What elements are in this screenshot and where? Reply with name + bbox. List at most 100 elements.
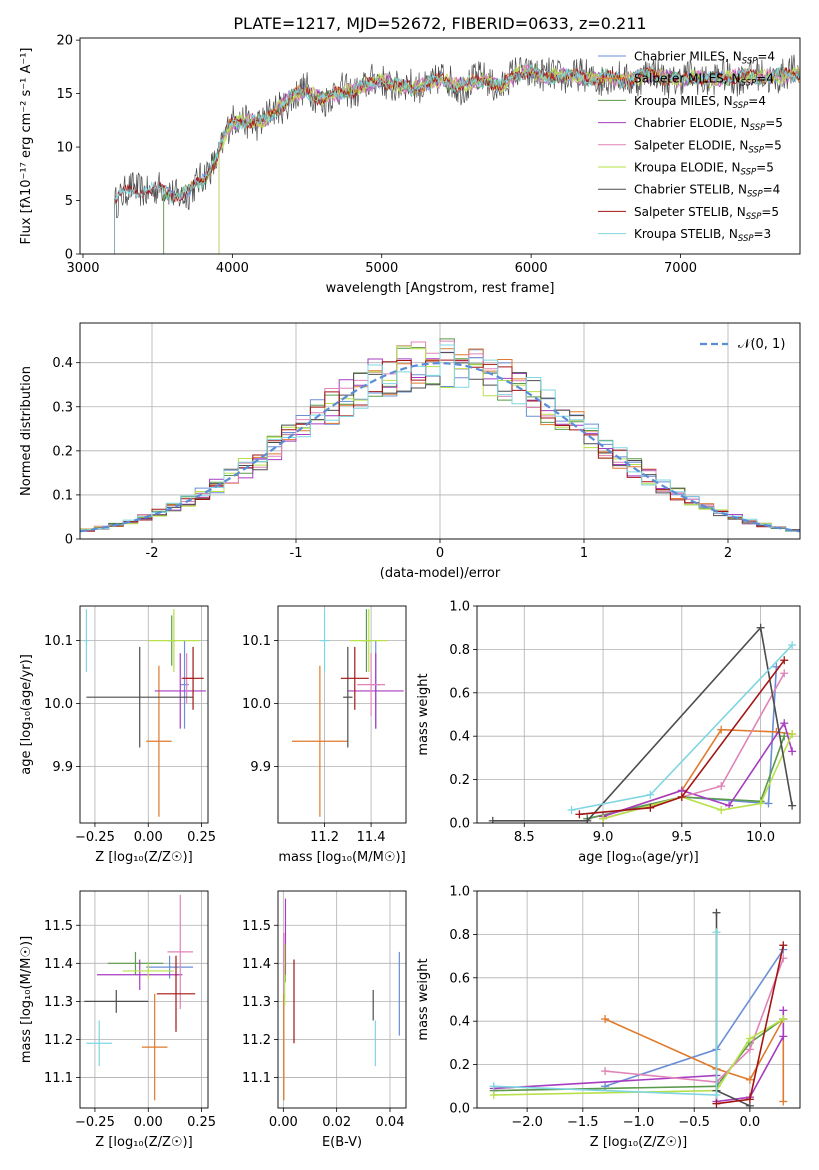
x-tick-label: 10.0: [746, 830, 775, 845]
x-axis-label: Z [log₁₀(Z/Z☉)]: [95, 850, 192, 865]
y-tick-label: 0.3: [52, 400, 73, 415]
legend-label: Chabrier MILES, NSSP=4: [634, 50, 775, 67]
weight-marker: [712, 1090, 721, 1099]
errorbar-point: [154, 653, 206, 729]
spectrum-line: [114, 63, 800, 254]
x-tick-label: 7000: [664, 261, 697, 276]
axes-frame: [476, 890, 801, 1109]
y-tick-label: 20: [56, 34, 73, 49]
y-tick-label: 11.3: [242, 995, 271, 1010]
y-tick-label: 9.9: [52, 760, 73, 775]
panel-residual-histogram: -2 -1 0 1 2 0 0.1 0.2 0.3 0.4 (data-model)/error No…: [19, 322, 801, 581]
weight-marker: [756, 799, 765, 808]
errorbar-point: [182, 646, 204, 710]
axes-frame: [79, 605, 209, 824]
x-tick-label: 8.5: [514, 830, 535, 845]
legend-label: Chabrier STELIB, NSSP=4: [634, 183, 780, 200]
weight-marker: [745, 1034, 754, 1043]
errorbar-point: [122, 963, 174, 979]
y-tick-label: 0: [65, 533, 73, 548]
panel-mass-weight-vs-Z: −2.0 −1.5 −1.0 −0.5 0.0 0.0 0.2 0.4 0.6 0.8 1.0 Z […: [416, 885, 801, 1150]
x-tick-label: 6000: [515, 261, 548, 276]
weight-marker: [712, 1099, 721, 1108]
histogram-legend: 𝒩(0, 1): [700, 337, 785, 352]
panel-age-vs-mass: 11.2 11.4 9.9 10.0 10.1 mass [log₁₀(M/M☉)]: [242, 605, 407, 865]
y-tick-label: 0.8: [449, 643, 470, 658]
plot-area: [291, 609, 404, 817]
errorbar-point: [84, 609, 89, 673]
weight-marker: [745, 1045, 754, 1054]
weight-marker: [567, 805, 576, 814]
y-tick-label: 9.9: [250, 760, 271, 775]
plot-area: [283, 898, 400, 1101]
y-axis-label: age [log₁₀(age/yr)]: [19, 654, 34, 775]
x-tick-label: 0.25: [187, 830, 216, 845]
y-tick-label: 0.2: [52, 444, 73, 459]
y-tick-label: 0.1: [52, 488, 73, 503]
errorbar-point: [167, 894, 194, 1010]
x-tick-label: 11.4: [357, 830, 386, 845]
errorbar-point: [347, 653, 404, 729]
y-tick-label: 11.1: [242, 1071, 271, 1086]
weight-marker: [646, 790, 655, 799]
x-tick-label: 9.0: [593, 830, 614, 845]
weight-marker: [788, 730, 797, 739]
axes-frame: [79, 890, 209, 1109]
weight-marker: [788, 801, 797, 810]
axes-frame: [79, 322, 801, 540]
x-tick-label: -1: [290, 546, 303, 561]
legend-label: Salpeter STELIB, NSSP=5: [634, 205, 779, 222]
weight-marker: [489, 1090, 498, 1099]
histogram-step: [80, 345, 800, 532]
errorbar-point: [319, 609, 330, 673]
weight-marker: [601, 1015, 610, 1024]
y-tick-label: 0: [65, 248, 73, 263]
weight-marker: [764, 799, 773, 808]
errorbar-point: [340, 646, 369, 710]
weight-marker: [756, 623, 765, 632]
weight-marker: [779, 1006, 788, 1015]
weight-marker: [717, 725, 726, 734]
weight-marker: [779, 1015, 788, 1024]
weight-marker: [717, 782, 726, 791]
x-tick-label: 0.00: [134, 1115, 163, 1130]
errorbar-point: [146, 665, 172, 817]
weight-marker: [488, 816, 497, 823]
y-tick-label: 0.0: [449, 817, 470, 832]
x-tick-label: 3000: [66, 261, 99, 276]
y-axis-label: mass weight: [416, 958, 431, 1040]
x-tick-label: −1.5: [567, 1115, 599, 1130]
figure-title: PLATE=1217, MJD=52672, FIBERID=0633, z=0…: [233, 14, 646, 33]
weight-line: [587, 735, 785, 820]
x-axis-label: wavelength [Angstrom, rest frame]: [326, 281, 555, 296]
x-axis-label: Z [log₁₀(Z/Z☉)]: [590, 1135, 687, 1150]
legend-label: 𝒩(0, 1): [738, 337, 785, 352]
weight-marker: [601, 1067, 610, 1076]
y-tick-label: 11.5: [44, 919, 73, 934]
plot-area: [84, 894, 196, 1101]
plot-area: [84, 609, 206, 817]
errorbar-point: [97, 959, 183, 990]
x-tick-label: −0.25: [75, 1115, 115, 1130]
weight-line: [579, 659, 785, 816]
x-tick-label: 0.02: [322, 1115, 351, 1130]
weight-marker: [780, 732, 789, 741]
legend-label: Salpeter MILES, NSSP=4: [634, 72, 774, 89]
panel-mass-vs-ebv: 0.00 0.02 0.04 11.1 11.2 11.3 11.4 11.5 E(B-V): [242, 890, 407, 1150]
y-tick-label: 5: [65, 194, 73, 209]
y-tick-label: 10.1: [242, 634, 271, 649]
y-tick-label: 10.0: [44, 697, 73, 712]
plot-area: [488, 623, 797, 823]
y-tick-label: 0.4: [449, 1015, 470, 1030]
y-tick-label: 11.3: [44, 995, 73, 1010]
errorbar-point: [350, 609, 388, 673]
normal-curve: [80, 361, 800, 533]
errorbar-point: [148, 609, 200, 673]
spectrum-legend: Chabrier MILES, NSSP=4 Salpeter MILES, NS…: [598, 50, 783, 244]
weight-marker: [489, 1082, 498, 1091]
x-axis-label: age [log₁₀(age/yr)]: [578, 850, 699, 865]
x-axis-label: mass [log₁₀(M/M☉)]: [278, 850, 405, 865]
weight-marker: [712, 908, 721, 917]
legend-label: Salpeter ELODIE, NSSP=5: [634, 138, 782, 155]
